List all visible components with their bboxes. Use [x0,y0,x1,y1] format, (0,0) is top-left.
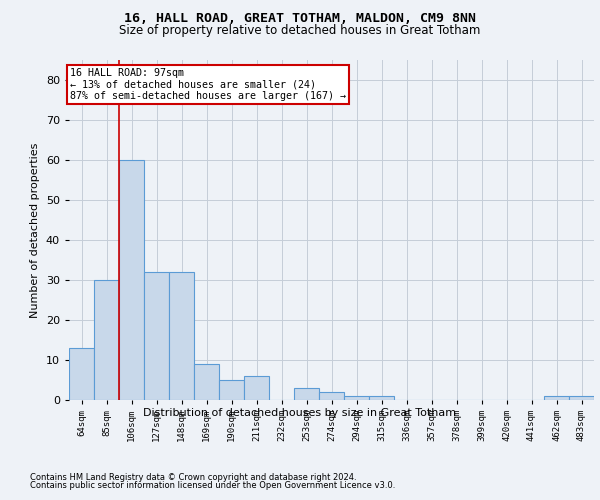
Bar [194,364,218,400]
Bar [544,396,569,400]
Text: Contains HM Land Registry data © Crown copyright and database right 2024.: Contains HM Land Registry data © Crown c… [30,472,356,482]
Bar [70,348,94,400]
Bar [370,396,394,400]
Text: Distribution of detached houses by size in Great Totham: Distribution of detached houses by size … [143,408,457,418]
Y-axis label: Number of detached properties: Number of detached properties [30,142,40,318]
Text: Size of property relative to detached houses in Great Totham: Size of property relative to detached ho… [119,24,481,37]
Text: 16 HALL ROAD: 97sqm
← 13% of detached houses are smaller (24)
87% of semi-detach: 16 HALL ROAD: 97sqm ← 13% of detached ho… [70,68,346,101]
Bar [119,160,143,400]
Text: 16, HALL ROAD, GREAT TOTHAM, MALDON, CM9 8NN: 16, HALL ROAD, GREAT TOTHAM, MALDON, CM9… [124,12,476,26]
Bar [319,392,344,400]
Bar [94,280,119,400]
Bar [344,396,368,400]
Bar [220,380,244,400]
Bar [244,376,269,400]
Bar [169,272,194,400]
Text: Contains public sector information licensed under the Open Government Licence v3: Contains public sector information licen… [30,481,395,490]
Bar [295,388,319,400]
Bar [569,396,593,400]
Bar [145,272,169,400]
